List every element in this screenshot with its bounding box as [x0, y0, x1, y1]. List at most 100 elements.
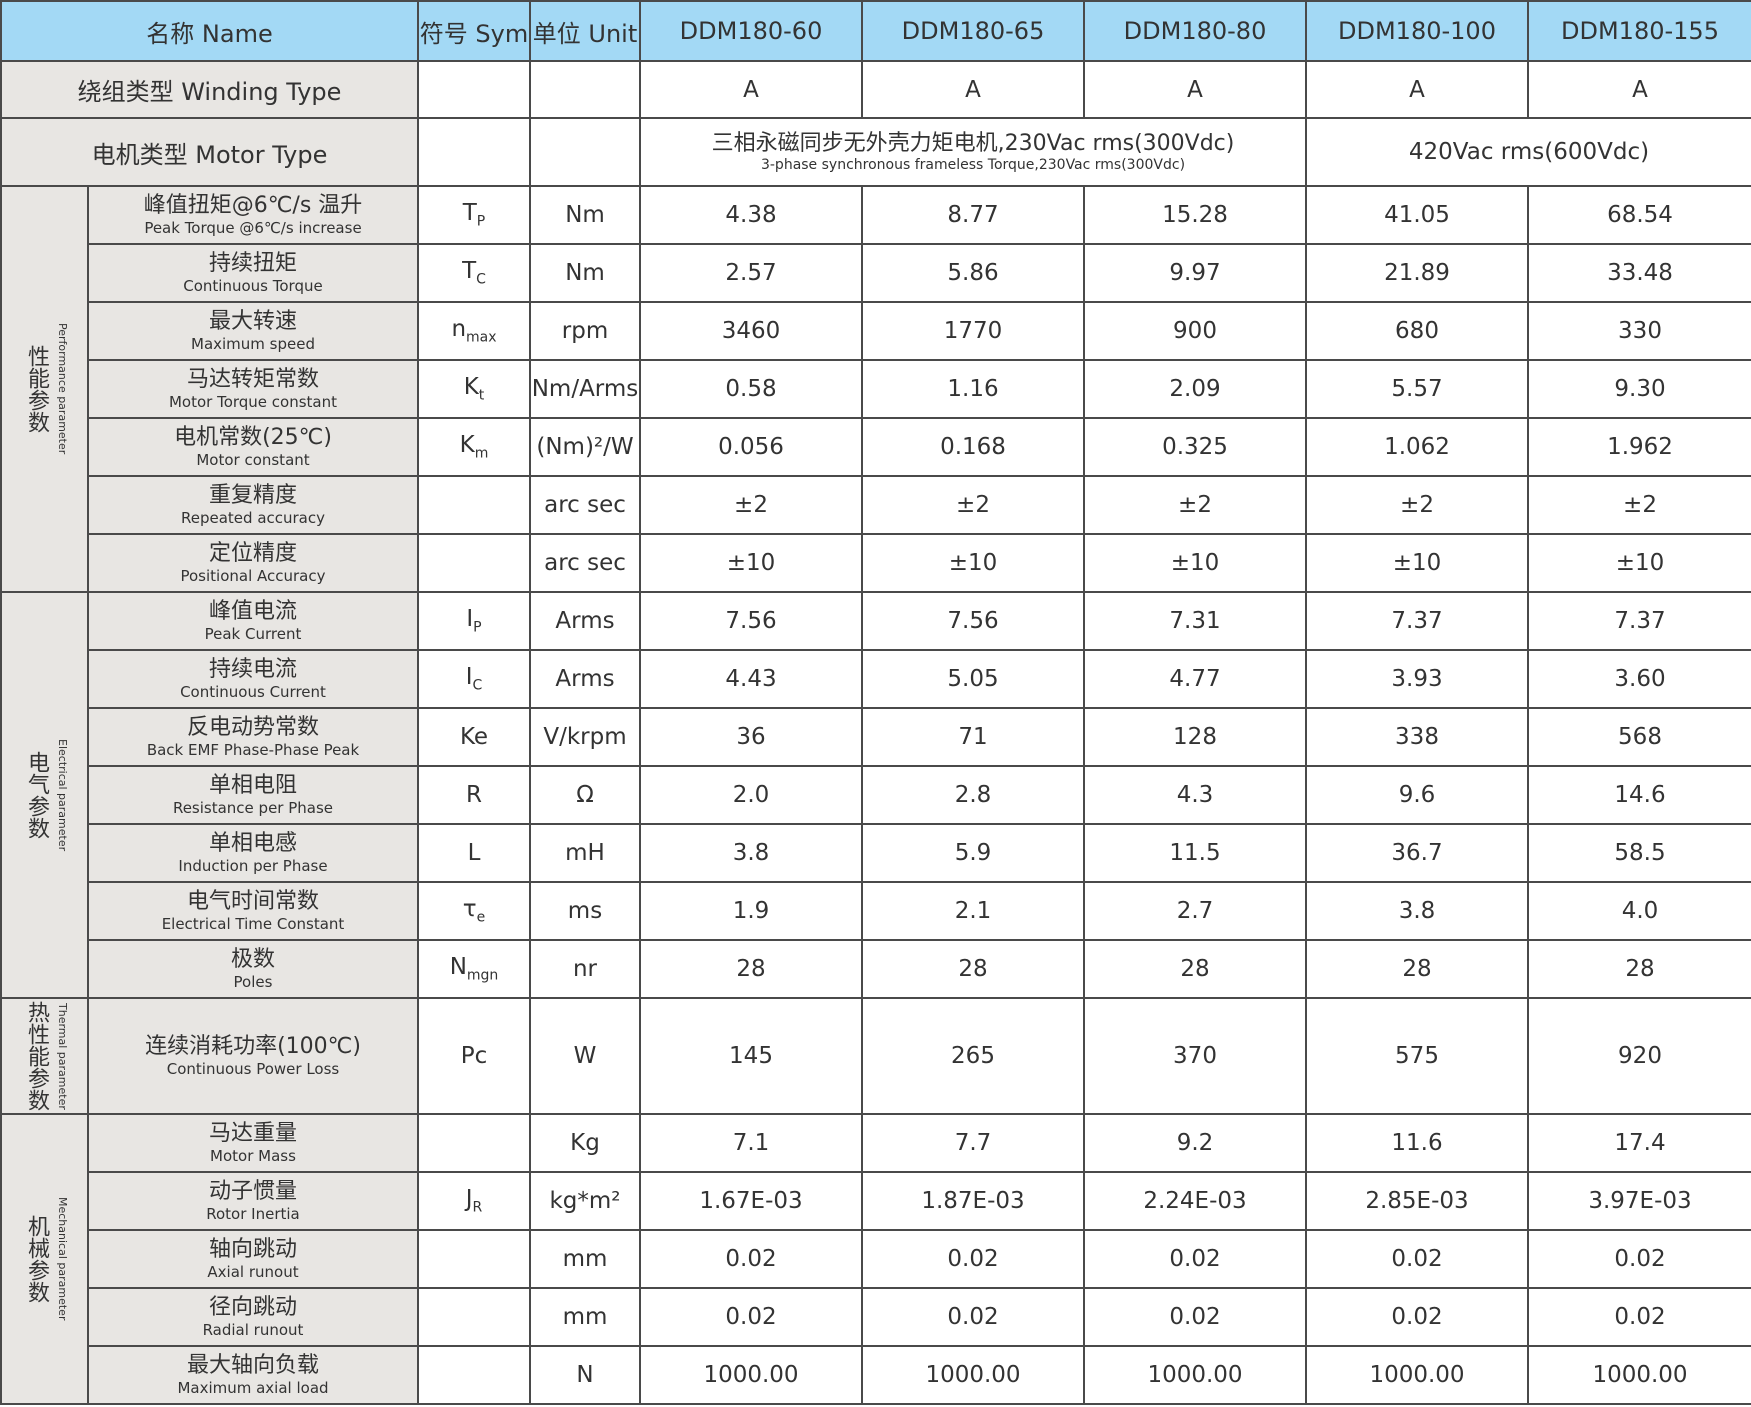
value-cell: 1.062 — [1305, 417, 1529, 477]
value-cell: 4.0 — [1527, 881, 1751, 941]
value-cell: 9.6 — [1305, 765, 1529, 825]
parameter-name: 轴向跳动 Axial runout — [87, 1229, 419, 1289]
value-cell: 7.37 — [1527, 591, 1751, 651]
value-cell: 28 — [1083, 939, 1307, 999]
spec-row: 最大轴向负载 Maximum axial load N 1000.00 1000.00 1… — [1, 1345, 1751, 1405]
parameter-name-cn: 单相电阻 — [208, 772, 297, 798]
header-model: DDM180-60 — [639, 0, 863, 62]
value-cell: 71 — [861, 707, 1085, 767]
value-cell: 920 — [1527, 997, 1751, 1115]
value-cell: 33.48 — [1527, 243, 1751, 303]
unit-cell: Nm/Arms — [529, 359, 641, 419]
unit-cell: mm — [529, 1287, 641, 1347]
header-model: DDM180-155 — [1527, 0, 1751, 62]
motor-type-230v: 三相永磁同步无外壳力矩电机,230Vac rms(300Vdc) 3-phase… — [639, 117, 1307, 187]
symbol-subscript: P — [473, 619, 482, 636]
group-label-en: Thermal parameter — [56, 1002, 69, 1110]
value-cell: 11.5 — [1083, 823, 1307, 883]
value-cell: 265 — [861, 997, 1085, 1115]
value-cell: 21.89 — [1305, 243, 1529, 303]
spec-row: 极数 Poles Nmgn nr 28 28 28 28 28 — [1, 939, 1751, 999]
parameter-name-cn: 峰值扭矩@6℃/s 温升 — [143, 192, 363, 218]
parameter-name-cn: 马达转矩常数 — [186, 366, 319, 392]
parameter-name: 定位精度 Positional Accuracy — [87, 533, 419, 593]
symbol-cell: τe — [417, 881, 531, 941]
parameter-name-en: Motor constant — [196, 450, 310, 469]
symbol-base: T — [462, 200, 477, 227]
unit-cell: W — [529, 997, 641, 1115]
value-cell: 41.05 — [1305, 185, 1529, 245]
spec-row: 持续电流 Continuous Current IC Arms 4.43 5.05 4.77… — [1, 649, 1751, 709]
value-cell: 0.168 — [861, 417, 1085, 477]
parameter-name-cn: 轴向跳动 — [208, 1236, 297, 1262]
value-cell: 4.3 — [1083, 765, 1307, 825]
parameter-name-cn: 极数 — [230, 946, 275, 972]
parameter-name-en: Poles — [233, 972, 273, 991]
unit-cell: V/krpm — [529, 707, 641, 767]
sym-cell — [417, 59, 531, 120]
group-label-en: Mechanical parameter — [56, 1197, 69, 1321]
symbol-subscript: P — [476, 213, 486, 230]
unit-cell: N — [529, 1345, 641, 1405]
value-cell: 9.2 — [1083, 1113, 1307, 1173]
value-cell: 2.57 — [639, 243, 863, 303]
value-cell: 1000.00 — [1083, 1345, 1307, 1405]
symbol-base: Pc — [460, 1043, 488, 1069]
value-cell: 1.16 — [861, 359, 1085, 419]
parameter-name: 径向跳动 Radial runout — [87, 1287, 419, 1347]
parameter-name-cn: 定位精度 — [208, 540, 297, 566]
parameter-name-cn: 单相电感 — [208, 830, 297, 856]
parameter-name-en: Continuous Power Loss — [166, 1059, 340, 1078]
unit-cell: Nm — [529, 243, 641, 303]
value-cell: ±2 — [1527, 475, 1751, 535]
value-cell: A — [1083, 59, 1307, 120]
spec-row: 径向跳动 Radial runout mm 0.02 0.02 0.02 0.02 0.02 — [1, 1287, 1751, 1347]
spec-row: 重复精度 Repeated accuracy arc sec ±2 ±2 ±2 ±2 ±2 — [1, 475, 1751, 535]
parameter-name-en: Electrical Time Constant — [161, 914, 345, 933]
value-cell: 0.056 — [639, 417, 863, 477]
unit-cell: kg*m² — [529, 1171, 641, 1231]
symbol-subscript: max — [466, 329, 497, 346]
parameter-name: 马达重量 Motor Mass — [87, 1113, 419, 1173]
group-label: 电气参数 Electrical parameter — [0, 591, 89, 999]
symbol-base: K — [463, 374, 479, 401]
value-cell: 9.97 — [1083, 243, 1307, 303]
spec-row: 热性能参数 Thermal parameter 连续消耗功率(100℃) Contin… — [0, 997, 1751, 1115]
value-cell: 2.09 — [1083, 359, 1307, 419]
parameter-name: 极数 Poles — [87, 939, 419, 999]
unit-cell: Arms — [529, 649, 641, 709]
group-label-cn: 机械参数 — [24, 1215, 49, 1303]
symbol-cell: IP — [417, 591, 531, 651]
unit-cell: arc sec — [529, 475, 641, 535]
value-cell: 0.02 — [1083, 1287, 1307, 1347]
parameter-name: 反电动势常数 Back EMF Phase-Phase Peak — [87, 707, 419, 767]
spec-row: 持续扭矩 Continuous Torque TC Nm 2.57 5.86 9.97 21.… — [1, 243, 1751, 303]
symbol-subscript: R — [472, 1199, 483, 1216]
header-unit: 单位 Unit — [529, 0, 641, 62]
unit-cell: arc sec — [529, 533, 641, 593]
value-cell: 1770 — [861, 301, 1085, 361]
symbol-cell: Km — [417, 417, 531, 477]
value-cell: ±10 — [1083, 533, 1307, 593]
spec-row: 单相电阻 Resistance per Phase R Ω 2.0 2.8 4.3 9.6 14… — [1, 765, 1751, 825]
value-cell: A — [639, 59, 863, 120]
symbol-cell: Ke — [417, 707, 531, 767]
symbol-base: τ — [462, 896, 477, 923]
spec-row: 马达转矩常数 Motor Torque constant Kt Nm/Arms 0.58… — [1, 359, 1751, 419]
unit-cell: mm — [529, 1229, 641, 1289]
value-cell: 330 — [1527, 301, 1751, 361]
value-cell: 2.24E-03 — [1083, 1171, 1307, 1231]
value-cell: ±2 — [639, 475, 863, 535]
parameter-name-cn: 动子惯量 — [208, 1178, 297, 1204]
value-cell: 0.02 — [1527, 1287, 1751, 1347]
symbol-base: T — [462, 258, 477, 285]
value-cell: 7.31 — [1083, 591, 1307, 651]
value-cell: 1.9 — [639, 881, 863, 941]
value-cell: 145 — [639, 997, 863, 1115]
value-cell: 1000.00 — [1527, 1345, 1751, 1405]
value-cell: 0.58 — [639, 359, 863, 419]
value-cell: 3.8 — [1305, 881, 1529, 941]
parameter-name-cn: 持续扭矩 — [208, 250, 297, 276]
value-cell: 7.37 — [1305, 591, 1529, 651]
